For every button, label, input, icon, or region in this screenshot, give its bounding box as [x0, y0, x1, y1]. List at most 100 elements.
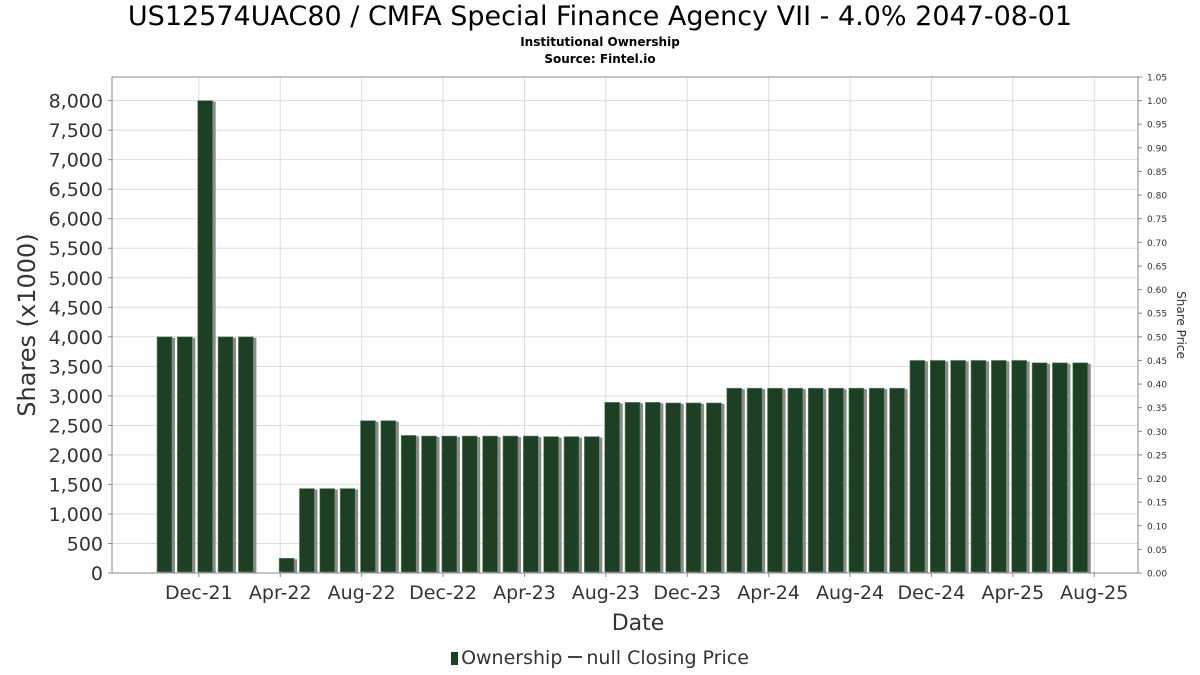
bar — [807, 387, 824, 573]
y2-tick-label: 0.80 — [1147, 192, 1167, 202]
bar — [889, 387, 905, 573]
y-tick-label: 7,000 — [49, 150, 103, 172]
y2-tick-label: 0.40 — [1147, 381, 1167, 391]
y-tick-label: 2,500 — [49, 415, 103, 437]
bar — [197, 100, 213, 573]
y-tick-label: 5,500 — [49, 238, 103, 260]
y-tick-label: 4,500 — [49, 297, 103, 319]
y2-tick-label: 0.95 — [1147, 121, 1167, 131]
bar — [848, 387, 865, 573]
bar — [1052, 362, 1068, 573]
y-tick-label: 3,500 — [49, 356, 103, 378]
bar — [1072, 362, 1089, 573]
bar — [1031, 362, 1048, 573]
bars — [156, 100, 1091, 573]
bar — [278, 557, 295, 573]
y2-tick-label: 0.50 — [1147, 333, 1167, 343]
y2-tick-label: 0.30 — [1147, 428, 1167, 438]
y2-tick-label: 0.75 — [1147, 215, 1167, 225]
y-tick-label: 1,500 — [49, 474, 103, 496]
y2-tick-label: 0.70 — [1147, 239, 1167, 249]
bar — [563, 436, 580, 573]
legend-ownership-swatch — [451, 652, 459, 665]
legend-price-label: null Closing Price — [586, 647, 749, 669]
x-tick-label: Apr-25 — [982, 582, 1045, 604]
y-tick-label: 5,000 — [49, 268, 103, 290]
x-axis: Dec-21 Apr-22 Aug-22 Dec-22 Apr-23 Aug-23 Dec-… — [165, 573, 1128, 604]
x-tick-label: Apr-22 — [249, 582, 312, 604]
bar — [991, 360, 1007, 573]
bar — [645, 402, 661, 573]
chart-subtitle: Institutional Ownership — [520, 35, 680, 49]
x-tick-label: Aug-22 — [328, 582, 396, 604]
y2-tick-label: 0.45 — [1147, 357, 1167, 367]
bar — [909, 360, 926, 573]
bar — [624, 402, 641, 573]
bar — [787, 387, 804, 573]
plot-frame — [111, 76, 1139, 574]
x-tick-label: Aug-24 — [816, 582, 884, 604]
y-tick-label: 6,000 — [49, 209, 103, 231]
bar — [950, 360, 966, 573]
x-tick-label: Apr-23 — [493, 582, 556, 604]
y2-tick-label: 0.00 — [1147, 570, 1167, 580]
y-tick-label: 8,000 — [49, 91, 103, 113]
x-tick-label: Aug-23 — [572, 582, 640, 604]
bar — [177, 336, 193, 573]
y2-tick-label: 0.90 — [1147, 144, 1167, 154]
bar — [217, 336, 234, 573]
bar — [400, 435, 417, 573]
y-tick-label: 6,500 — [49, 179, 103, 201]
x-tick-label: Aug-25 — [1060, 582, 1128, 604]
bar — [502, 435, 519, 573]
bar — [970, 360, 987, 573]
bar — [238, 336, 254, 573]
y2-tick-label: 0.35 — [1147, 404, 1167, 414]
x-tick-label: Dec-21 — [165, 582, 233, 604]
bar — [380, 420, 397, 573]
y-tick-label: 500 — [67, 533, 103, 555]
bar — [685, 402, 702, 573]
bar — [360, 420, 376, 573]
bar — [156, 336, 173, 573]
bar — [339, 488, 356, 573]
y2-tick-label: 0.60 — [1147, 286, 1167, 296]
x-tick-label: Dec-22 — [409, 582, 477, 604]
bar — [319, 488, 336, 573]
y-axis-label: Shares (x1000) — [13, 233, 41, 416]
y-axis: 0 500 1,000 1,500 2,000 2,500 3,000 3,500 4,000 4… — [49, 91, 112, 585]
bar — [482, 435, 498, 573]
y2-tick-label: 0.10 — [1147, 522, 1167, 532]
x-tick-label: Apr-24 — [737, 582, 800, 604]
bar — [299, 488, 315, 573]
legend-ownership-label: Ownership — [461, 647, 563, 669]
bar — [441, 435, 458, 573]
bar — [461, 435, 478, 573]
bar — [868, 387, 885, 573]
y-tick-label: 1,000 — [49, 504, 103, 526]
bar — [1011, 360, 1028, 573]
y2-tick-label: 0.65 — [1147, 262, 1167, 272]
bar — [929, 360, 946, 573]
y-tick-label: 0 — [91, 563, 103, 585]
legend: Ownership null Closing Price — [0, 647, 1200, 669]
y2-tick-label: 0.05 — [1147, 546, 1167, 556]
y2-tick-label: 0.55 — [1147, 310, 1167, 320]
bar — [522, 435, 539, 573]
x-tick-label: Dec-23 — [653, 582, 721, 604]
bar — [767, 387, 783, 573]
y-tick-label: 2,000 — [49, 445, 103, 467]
bar — [726, 387, 743, 573]
legend-price-line — [568, 656, 583, 658]
bar — [421, 435, 437, 573]
y-tick-label: 4,000 — [49, 327, 103, 349]
y2-tick-label: 0.20 — [1147, 475, 1167, 485]
y-tick-label: 7,500 — [49, 120, 103, 142]
y2-tick-label: 1.00 — [1147, 97, 1167, 107]
x-tick-label: Dec-24 — [898, 582, 966, 604]
bar — [828, 387, 844, 573]
y-tick-label: 3,000 — [49, 386, 103, 408]
y2-axis-label: Share Price — [1174, 291, 1188, 359]
bar — [706, 402, 722, 573]
ownership-chart: 0 500 1,000 1,500 2,000 2,500 3,000 3,500 4,000 4… — [13, 74, 1188, 637]
